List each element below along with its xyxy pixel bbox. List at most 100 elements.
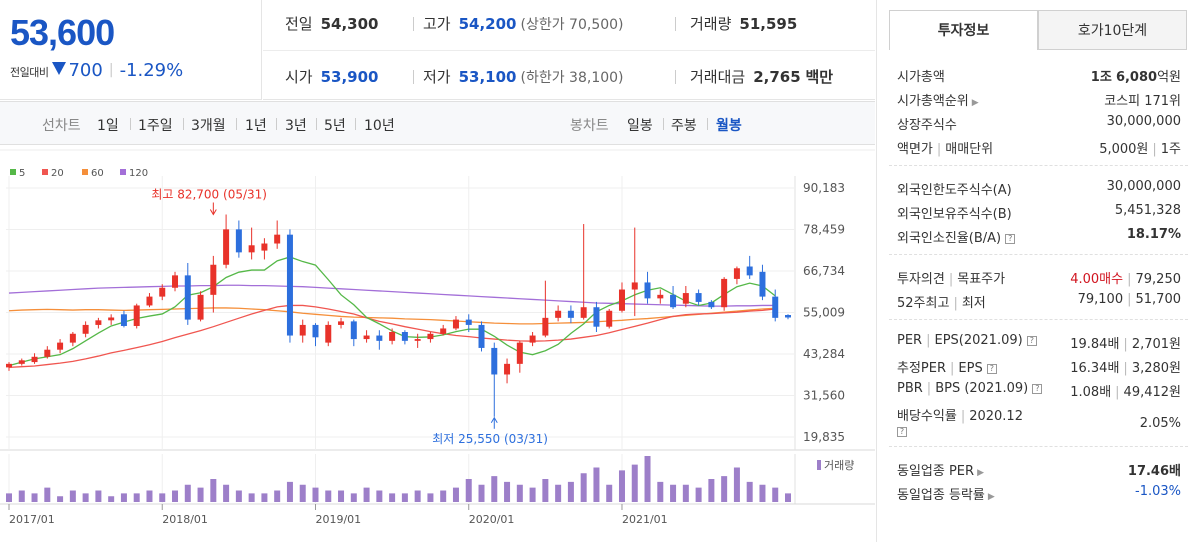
divider: | [1123, 337, 1128, 352]
divider [889, 254, 1188, 255]
per-label: PER [897, 333, 923, 348]
volume-label: 거래량 [690, 15, 732, 33]
y-tick-label: 66,734 [803, 264, 845, 278]
period-1y[interactable]: 1년 [245, 118, 267, 134]
market-rank-link[interactable]: 시가총액순위 ▶ [897, 90, 979, 109]
volume-bar [133, 493, 140, 502]
period-1w[interactable]: 1주일 [138, 118, 173, 134]
volume-label: 거래량 [824, 459, 854, 472]
divider [413, 17, 414, 31]
sector-rate-row: 동일업종 등락률 ▶ -1.03% [897, 484, 1181, 503]
est-per-row: 추정PER | EPS ? 16.34배 | 3,280원 [897, 357, 1181, 376]
volume-bar [350, 493, 357, 502]
est-eps-label: EPS [958, 361, 983, 376]
foreign-limit-value: 30,000,000 [1106, 179, 1181, 194]
help-icon[interactable]: ? [1005, 234, 1016, 244]
volume-bar [376, 490, 383, 502]
volume-bar [670, 484, 677, 502]
candle-body [223, 229, 230, 265]
min-arrow-head [490, 416, 498, 424]
legend-ma5: 5 [10, 168, 25, 179]
y-tick-label: 31,560 [803, 388, 845, 402]
x-tick-label: 2020/01 [469, 513, 515, 526]
divider [316, 118, 317, 130]
volume-bar [197, 487, 204, 502]
market-cap-rest: 6,080 [1115, 70, 1158, 85]
foreign-rate-label-wrap: 외국인소진율(B/A) ? [897, 227, 1016, 246]
volume-bar [120, 493, 127, 502]
x-tick-label: 2018/01 [162, 513, 208, 526]
divider [263, 50, 875, 51]
candle-body [261, 243, 268, 251]
candle-body [618, 289, 625, 311]
period-1d[interactable]: 1일 [97, 118, 119, 134]
sector-per-link[interactable]: 동일업종 PER ▶ [897, 460, 984, 479]
tab-investment-info[interactable]: 투자정보 [889, 10, 1038, 50]
tab-order-book[interactable]: 호가10단계 [1038, 10, 1187, 50]
divider: | [953, 296, 958, 311]
trade-amount: 거래대금 2,765 백만 [690, 66, 833, 87]
sector-per-row: 동일업종 PER ▶ 17.46배 [897, 460, 1181, 479]
period-monthly[interactable]: 월봉 [716, 118, 742, 134]
lower-limit: (하한가 38,100) [520, 70, 624, 86]
max-arrow-head [209, 209, 217, 216]
candle-body [248, 245, 255, 253]
candle-body [708, 301, 715, 308]
legend-label: 120 [129, 168, 149, 179]
face-value-labels: 액면가 | 매매단위 [897, 138, 993, 157]
face-value-values: 5,000원 | 1주 [1099, 138, 1181, 157]
y-tick-label: 90,183 [803, 181, 845, 195]
volume-bar [721, 476, 728, 502]
volume-bar [274, 490, 281, 502]
period-3m[interactable]: 3개월 [191, 118, 226, 134]
period-daily[interactable]: 일봉 [627, 118, 653, 134]
foreign-hold-row: 외국인보유주식수(B) 5,451,328 [897, 203, 1181, 222]
period-weekly[interactable]: 주봉 [671, 118, 697, 134]
help-icon[interactable]: ? [1032, 384, 1043, 394]
help-icon[interactable]: ? [986, 364, 997, 374]
candle-body [6, 363, 12, 368]
help-icon[interactable]: ? [897, 427, 907, 437]
candle-body [363, 335, 370, 340]
volume-bar [618, 470, 625, 502]
y-tick-label: 19,835 [803, 430, 845, 444]
candle-body [57, 342, 64, 350]
low-label: 저가 [423, 68, 451, 86]
change-value: 700 [68, 60, 103, 81]
volume-value: 51,595 [739, 15, 798, 33]
candle-body [18, 360, 25, 364]
open-label: 시가 [285, 68, 313, 86]
market-cap-label: 시가총액 [897, 70, 945, 85]
bps-value: 49,412원 [1123, 385, 1181, 400]
volume-bar [6, 493, 12, 502]
divider [889, 319, 1188, 320]
volume-bar [427, 493, 434, 502]
w52-high-value: 79,100 [1077, 292, 1124, 307]
volume-bar [299, 484, 306, 502]
volume-bar [235, 490, 242, 502]
trade-unit: 1주 [1160, 142, 1181, 157]
divider [183, 118, 184, 130]
help-icon[interactable]: ? [1026, 336, 1037, 346]
candle-body [440, 328, 447, 334]
period-3y[interactable]: 3년 [285, 118, 307, 134]
per-values: 19.84배 | 2,701원 [1070, 333, 1181, 352]
est-per-values: 16.34배 | 3,280원 [1070, 357, 1181, 376]
candle-body [389, 331, 396, 341]
sector-rate-link[interactable]: 동일업종 등락률 ▶ [897, 484, 995, 503]
volume-bar [210, 479, 217, 502]
opinion-labels: 투자의견 | 목표주가 [897, 268, 1005, 287]
info-tabs: 투자정보 호가10단계 [889, 10, 1188, 50]
face-value-row: 액면가 | 매매단위 5,000원 | 1주 [897, 138, 1181, 157]
period-5y[interactable]: 5년 [324, 118, 346, 134]
stock-chart: 5 20 60 120 90,183 78,459 66,734 55,009 43,2… [0, 146, 875, 542]
min-annotation: 최저 25,550 (03/31) [432, 432, 548, 446]
x-tick-label: 2021/01 [622, 513, 668, 526]
candle-body [120, 314, 127, 326]
volume-bar [580, 473, 587, 502]
volume-bar [542, 479, 549, 502]
investment-info-panel: 투자정보 호가10단계 시가총액 1조 6,080억원 시가총액순위 ▶ 코스피 … [889, 10, 1188, 503]
current-price: 53,600 [10, 12, 115, 53]
period-10y[interactable]: 10년 [364, 118, 395, 134]
divider: | [108, 62, 114, 78]
